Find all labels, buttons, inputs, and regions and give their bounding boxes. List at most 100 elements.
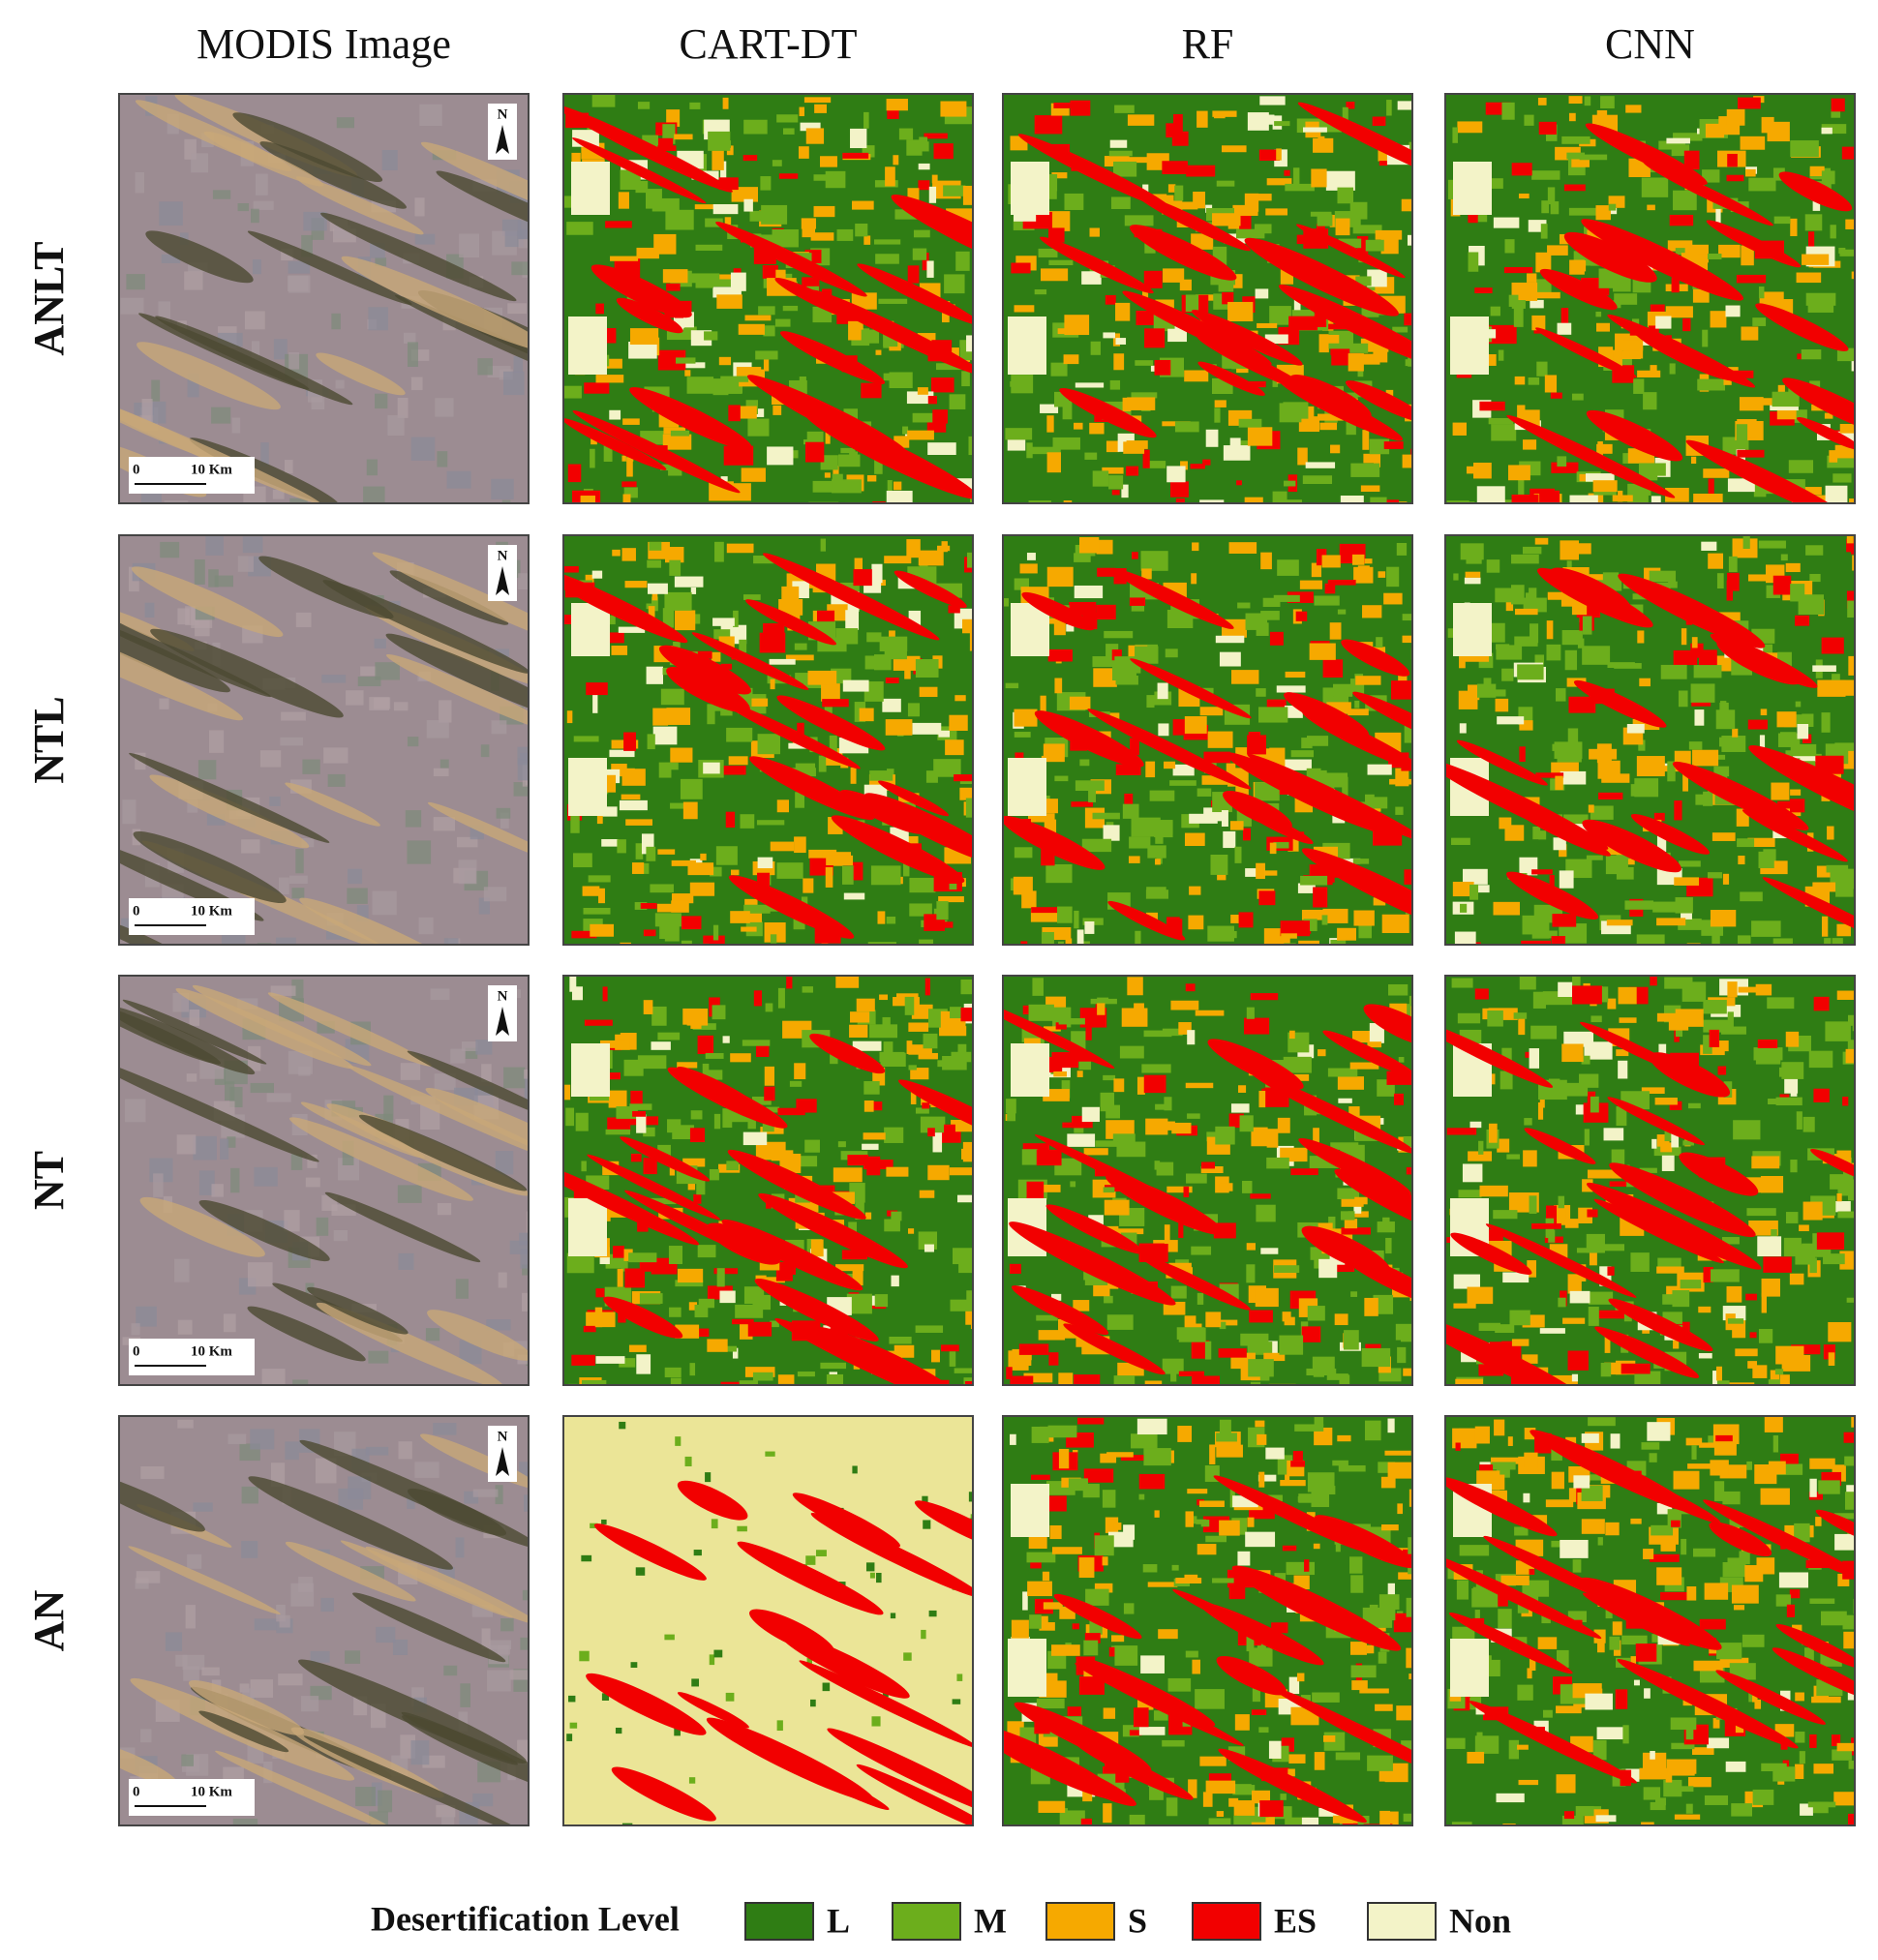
map-patch bbox=[1581, 1433, 1599, 1443]
map-patch bbox=[869, 944, 899, 945]
map-patch bbox=[1277, 559, 1299, 576]
map-patch bbox=[1703, 1000, 1727, 1014]
map-streak bbox=[746, 375, 909, 456]
image-texture bbox=[439, 700, 452, 723]
map-patch bbox=[1379, 1810, 1390, 1825]
map-patch bbox=[1845, 1048, 1855, 1064]
map-patch bbox=[649, 541, 662, 551]
scale-start: 0 bbox=[133, 1343, 140, 1359]
map-streak bbox=[1706, 220, 1802, 268]
map-patch bbox=[1011, 1043, 1049, 1097]
map-patch bbox=[580, 496, 595, 503]
map-patch bbox=[1113, 1523, 1122, 1530]
map-patch bbox=[1281, 499, 1302, 503]
map-patch bbox=[1385, 1237, 1392, 1254]
map-patch bbox=[1651, 496, 1661, 503]
map-patch bbox=[674, 1725, 681, 1736]
map-patch bbox=[1103, 1707, 1116, 1719]
map-patch bbox=[1524, 1452, 1538, 1468]
map-patch bbox=[1283, 402, 1309, 419]
map-patch bbox=[668, 465, 682, 476]
map-patch bbox=[1357, 565, 1370, 572]
map-patch bbox=[722, 766, 746, 775]
image-texture bbox=[524, 1075, 529, 1100]
image-streak bbox=[119, 611, 230, 693]
map-patch bbox=[1078, 1675, 1105, 1695]
image-texture bbox=[144, 602, 155, 618]
map-patch bbox=[1563, 814, 1589, 827]
map-patch bbox=[670, 802, 693, 809]
map-patch bbox=[1718, 244, 1741, 258]
map-patch bbox=[1042, 1571, 1050, 1582]
map-patch bbox=[1451, 1822, 1472, 1825]
map-patch bbox=[1801, 349, 1822, 360]
map-patch bbox=[722, 97, 729, 109]
map-patch bbox=[829, 735, 837, 755]
map-patch bbox=[1184, 370, 1209, 382]
map-patch bbox=[1196, 1292, 1204, 1305]
map-patch bbox=[1026, 1181, 1045, 1201]
image-texture bbox=[491, 478, 514, 499]
map-patch bbox=[867, 942, 896, 945]
image-texture bbox=[347, 888, 368, 904]
map-patch bbox=[1266, 178, 1292, 186]
map-patch bbox=[1559, 844, 1567, 858]
map-patch bbox=[1518, 479, 1525, 500]
map-streak bbox=[1469, 1701, 1638, 1784]
map-patch bbox=[810, 1239, 824, 1257]
map-streak bbox=[1289, 375, 1372, 419]
map-patch bbox=[632, 1110, 646, 1117]
map-patch bbox=[1722, 1562, 1746, 1578]
map-patch bbox=[1638, 463, 1666, 476]
map-patch bbox=[1727, 981, 1738, 998]
map-patch bbox=[579, 1650, 590, 1662]
map-patch bbox=[1712, 1718, 1720, 1729]
map-patch bbox=[1568, 696, 1596, 713]
map-patch bbox=[1799, 1751, 1805, 1764]
map-patch bbox=[1259, 96, 1286, 106]
map-patch bbox=[1136, 310, 1159, 325]
map-patch bbox=[852, 200, 874, 210]
map-patch bbox=[1102, 1490, 1116, 1508]
map-patch bbox=[1566, 152, 1586, 160]
map-patch bbox=[1804, 1647, 1814, 1664]
map-patch bbox=[1143, 1030, 1172, 1038]
image-texture bbox=[261, 1369, 286, 1385]
image-texture bbox=[150, 401, 167, 424]
map-patch bbox=[1247, 112, 1269, 131]
map-patch bbox=[1144, 820, 1173, 834]
map-patch bbox=[1092, 656, 1121, 668]
map-patch bbox=[1715, 208, 1721, 224]
map-streak bbox=[1197, 361, 1265, 396]
map-patch bbox=[912, 412, 940, 423]
map-patch bbox=[1679, 860, 1701, 867]
image-texture bbox=[522, 1292, 529, 1312]
map-patch bbox=[1326, 334, 1340, 344]
map-patch bbox=[1281, 933, 1297, 939]
map-patch bbox=[1494, 1419, 1505, 1436]
image-texture bbox=[513, 355, 524, 373]
map-patch bbox=[1832, 1749, 1852, 1761]
map-patch bbox=[1568, 96, 1583, 105]
map-patch bbox=[1634, 1371, 1661, 1385]
legend-label: L bbox=[827, 1901, 850, 1940]
map-patch bbox=[1230, 1103, 1250, 1113]
map-streak bbox=[1075, 1663, 1244, 1746]
image-texture bbox=[503, 1067, 526, 1089]
map-patch bbox=[1760, 1175, 1784, 1193]
map-patch bbox=[1758, 851, 1774, 868]
map-patch bbox=[1703, 791, 1713, 806]
map-patch bbox=[680, 778, 703, 799]
map-patch bbox=[967, 552, 973, 568]
map-patch bbox=[1156, 1161, 1174, 1176]
map-patch bbox=[1338, 1098, 1352, 1103]
map-patch bbox=[1772, 1463, 1803, 1475]
map-patch bbox=[1813, 996, 1830, 1011]
map-patch bbox=[728, 756, 748, 766]
map-patch bbox=[1557, 1210, 1566, 1222]
map-patch bbox=[726, 543, 754, 554]
map-patch bbox=[1486, 559, 1500, 573]
map-streak bbox=[1244, 237, 1399, 317]
map-streak bbox=[894, 570, 967, 609]
image-texture bbox=[250, 1679, 274, 1699]
